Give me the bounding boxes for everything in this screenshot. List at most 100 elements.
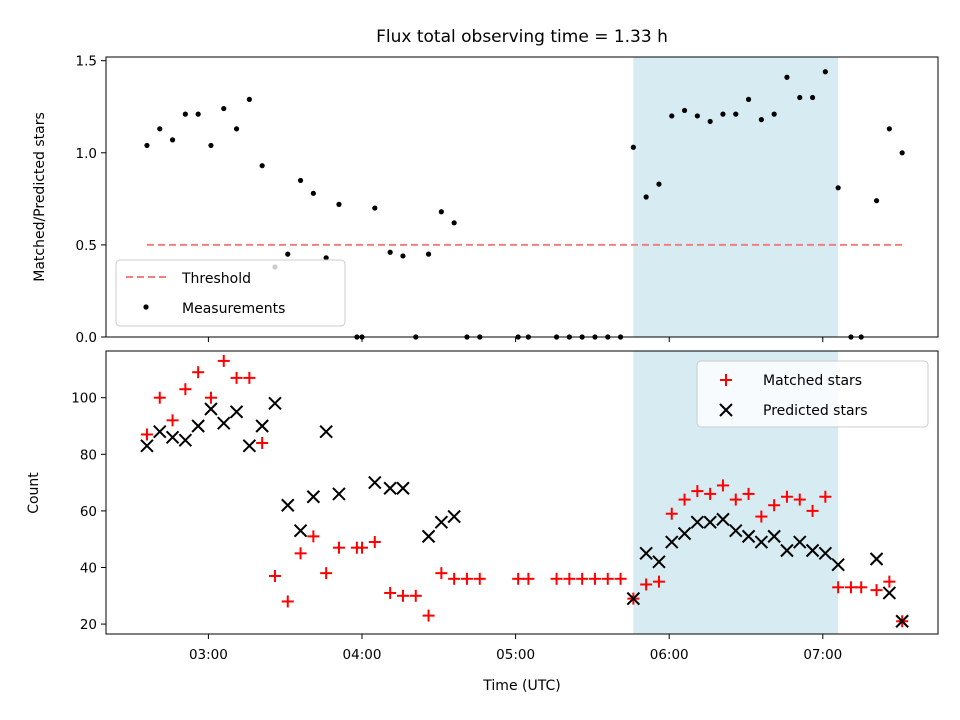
predicted-stars-point bbox=[793, 535, 807, 549]
measurement-point bbox=[169, 137, 176, 143]
measurement-point bbox=[784, 74, 790, 80]
measurement-point bbox=[372, 205, 378, 211]
measurement-point bbox=[873, 198, 880, 204]
predicted-stars-point bbox=[729, 523, 743, 538]
predicted-stars-point bbox=[332, 487, 346, 501]
measurement-point bbox=[233, 126, 240, 132]
y-tick-label: 80 bbox=[80, 447, 97, 463]
x-axis-label: Time (UTC) bbox=[482, 678, 560, 694]
y-tick-label: 60 bbox=[80, 504, 97, 520]
predicted-stars-point bbox=[434, 515, 449, 529]
top-legend-box bbox=[115, 259, 346, 327]
measurement-point bbox=[758, 117, 764, 123]
y-tick-label: 100 bbox=[71, 391, 97, 407]
matched-stars-point bbox=[832, 581, 845, 594]
matched-stars-point bbox=[550, 572, 563, 585]
measurement-point bbox=[809, 94, 816, 101]
measurement-point bbox=[835, 185, 841, 191]
predicted-stars-point bbox=[319, 424, 333, 439]
predicted-stars-point bbox=[368, 475, 382, 490]
matched-stars-point bbox=[422, 609, 435, 622]
measurement-point bbox=[246, 96, 252, 102]
y-tick-label: 1.0 bbox=[76, 146, 97, 162]
measurement-point bbox=[797, 94, 803, 101]
matched-stars-point bbox=[870, 584, 883, 597]
matched-stars-point bbox=[678, 493, 691, 506]
matched-stars-point bbox=[473, 572, 486, 585]
predicted-stars-point bbox=[652, 555, 666, 569]
predicted-stars-point bbox=[421, 529, 436, 544]
matched-stars-point bbox=[729, 493, 742, 506]
matched-stars-point bbox=[179, 383, 192, 396]
predicted-stars-point bbox=[281, 498, 295, 512]
x-tick-label: 07:00 bbox=[803, 647, 842, 663]
legend-measurements-label: Measurements bbox=[182, 301, 285, 317]
top-panel: 0.0 0.5 1.0 1.5 Matched/Predicted stars Thr… bbox=[32, 54, 939, 346]
predicted-stars-point bbox=[690, 515, 705, 529]
matched-stars-point bbox=[806, 504, 819, 517]
legend-matched-label: Matched stars bbox=[763, 373, 862, 389]
matched-stars-point bbox=[742, 487, 755, 500]
matched-stars-point bbox=[652, 575, 665, 588]
measurement-point bbox=[733, 111, 739, 117]
measurement-point bbox=[771, 111, 777, 117]
matched-stars-point bbox=[768, 499, 781, 512]
measurement-point bbox=[144, 142, 150, 149]
measurement-point bbox=[297, 177, 304, 184]
y-tick-label: 0.0 bbox=[76, 330, 97, 346]
predicted-stars-point bbox=[268, 396, 282, 411]
predicted-stars-point bbox=[178, 433, 193, 447]
predicted-stars-point bbox=[703, 515, 717, 529]
measurement-point bbox=[259, 163, 265, 169]
matched-stars-point bbox=[153, 391, 166, 404]
matched-stars-point bbox=[384, 586, 397, 599]
measurement-point bbox=[630, 144, 636, 150]
predicted-stars-point bbox=[383, 481, 397, 495]
predicted-stars-point bbox=[665, 535, 679, 549]
measurement-point bbox=[694, 113, 700, 119]
matched-stars-point bbox=[601, 572, 614, 585]
x-tick-label: 05:00 bbox=[496, 647, 535, 663]
matched-stars-point bbox=[409, 589, 422, 602]
predicted-stars-point bbox=[754, 535, 769, 549]
top-x-ticks bbox=[207, 337, 824, 342]
measurement-point bbox=[387, 249, 393, 255]
predicted-stars-point bbox=[895, 614, 909, 628]
measurement-point bbox=[669, 113, 675, 119]
predicted-stars-point bbox=[255, 419, 269, 433]
predicted-stars-point bbox=[140, 439, 154, 453]
matched-stars-point bbox=[755, 510, 768, 523]
matched-stars-point bbox=[396, 589, 409, 602]
matched-stars-point bbox=[435, 567, 448, 580]
matched-stars-point bbox=[665, 507, 678, 520]
top-y-ticks: 0.0 0.5 1.0 1.5 bbox=[76, 54, 106, 346]
matched-stars-point bbox=[243, 371, 256, 384]
predicted-stars-point bbox=[293, 523, 308, 538]
x-tick-label: 04:00 bbox=[343, 647, 382, 663]
matched-stars-point bbox=[512, 572, 525, 585]
measurement-point bbox=[182, 111, 188, 117]
measurement-point bbox=[425, 251, 432, 257]
predicted-stars-point bbox=[716, 512, 730, 527]
bottom-panel: 20 40 60 80 100 03:00 04:00 05:00 06:00 07:00 Co… bbox=[26, 350, 939, 694]
top-y-axis-label: Matched/Predicted stars bbox=[32, 112, 48, 282]
matched-stars-point bbox=[883, 575, 896, 588]
measurement-point bbox=[310, 190, 316, 196]
measurement-point bbox=[336, 201, 342, 207]
matched-stars-point bbox=[192, 366, 205, 379]
y-tick-label: 40 bbox=[80, 560, 97, 576]
predicted-stars-point bbox=[191, 419, 205, 433]
bottom-x-ticks: 03:00 04:00 05:00 06:00 07:00 bbox=[189, 634, 842, 663]
matched-stars-point bbox=[356, 541, 368, 554]
predicted-stars-point bbox=[639, 546, 653, 561]
measurement-point bbox=[208, 142, 214, 149]
matched-stars-point bbox=[166, 414, 179, 427]
predicted-stars-point bbox=[780, 543, 794, 558]
bottom-legend-box bbox=[696, 360, 929, 428]
predicted-stars-point bbox=[677, 526, 692, 541]
measurement-point bbox=[285, 251, 291, 257]
predicted-stars-point bbox=[626, 591, 641, 606]
legend-predicted-label: Predicted stars bbox=[763, 403, 868, 419]
matched-stars-point bbox=[780, 490, 793, 503]
